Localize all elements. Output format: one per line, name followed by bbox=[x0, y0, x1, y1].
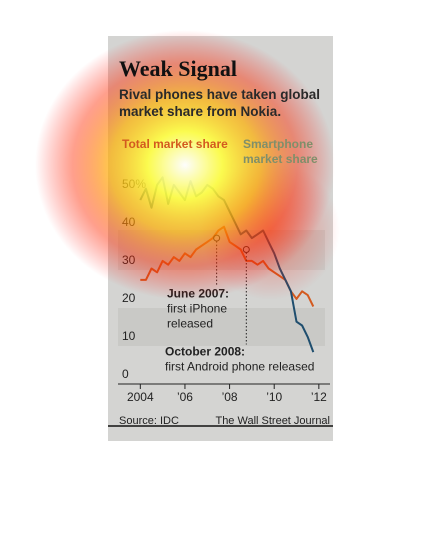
annotation-text: first iPhone bbox=[167, 301, 227, 315]
x-tick-label: ’06 bbox=[177, 390, 193, 404]
x-tick-label: 2004 bbox=[127, 390, 154, 404]
annotation-text: October 2008: bbox=[165, 345, 245, 359]
annotation-text: first Android phone released bbox=[165, 360, 314, 374]
credit: The Wall Street Journal bbox=[215, 415, 330, 427]
source: Source: IDC bbox=[119, 415, 179, 427]
chart-subtitle: Rival phones have taken global market sh… bbox=[119, 87, 321, 119]
y-tick-label: 10 bbox=[122, 329, 136, 343]
legend-entry: Smartphone market share bbox=[243, 137, 318, 166]
y-tick-label: 20 bbox=[122, 291, 136, 305]
chart-title: Weak Signal bbox=[119, 56, 237, 81]
x-tick-label: ’10 bbox=[266, 390, 282, 404]
x-tick-label: ’08 bbox=[222, 390, 238, 404]
band bbox=[118, 308, 325, 346]
x-tick-label: ’12 bbox=[311, 390, 327, 404]
heatmap bbox=[35, 30, 335, 300]
y-tick-label: 0 bbox=[122, 367, 129, 381]
annotation-text: released bbox=[167, 316, 213, 330]
legend-entry: Total market share bbox=[122, 137, 228, 151]
